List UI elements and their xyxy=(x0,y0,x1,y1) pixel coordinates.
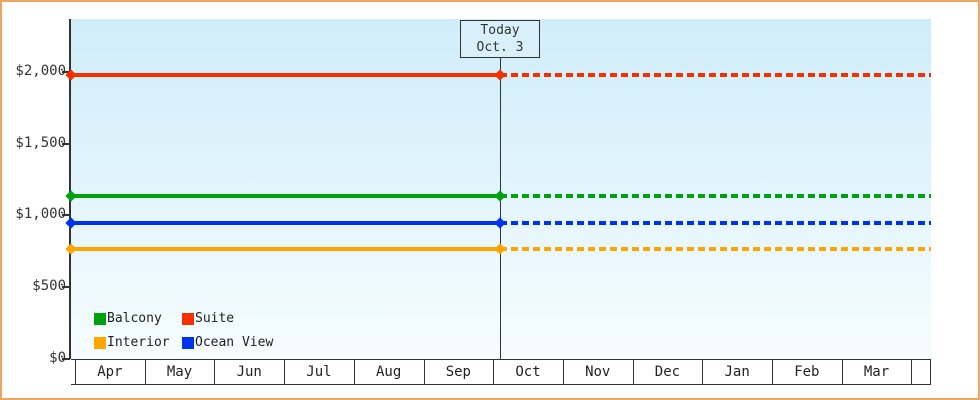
legend-item-interior: Interior xyxy=(94,335,182,350)
month-label-aug: Aug xyxy=(375,364,402,380)
month-label-jan: Jan xyxy=(724,364,750,380)
legend-item-balcony: Balcony xyxy=(94,311,182,326)
price-line-dashed-interior xyxy=(500,247,931,252)
month-cell-divider xyxy=(702,360,704,384)
month-cell-divider xyxy=(353,360,355,384)
legend-label: Ocean View xyxy=(195,335,274,350)
month-cell-divider xyxy=(632,360,634,384)
month-cell-divider xyxy=(841,360,843,384)
legend-label: Balcony xyxy=(107,311,162,326)
price-line-dashed-suite xyxy=(500,73,931,78)
month-label-jun: Jun xyxy=(236,364,262,380)
y-tick-mark xyxy=(62,70,70,73)
month-label-nov: Nov xyxy=(585,364,611,380)
month-cell-divider xyxy=(493,360,495,384)
today-annotation-line1: Today xyxy=(480,23,520,38)
month-label-mar: Mar xyxy=(863,364,890,380)
price-line-dashed-ocean-view xyxy=(500,220,931,225)
legend-swatch-icon xyxy=(182,312,194,325)
month-label-oct: Oct xyxy=(515,364,541,380)
legend-label: Interior xyxy=(107,335,170,350)
y-axis-line xyxy=(69,19,71,359)
legend-swatch-icon xyxy=(94,336,106,349)
y-tick-label: $500 xyxy=(32,278,66,295)
month-cell-divider xyxy=(214,360,216,384)
month-label-jul: Jul xyxy=(306,364,332,380)
legend-label: Suite xyxy=(195,311,235,326)
legend-swatch-icon xyxy=(182,336,194,349)
month-cell-divider xyxy=(772,360,773,384)
legend-item-ocean-view: Ocean View xyxy=(182,335,273,350)
y-tick-label: $0 xyxy=(49,350,66,366)
price-line-dashed-balcony xyxy=(500,194,931,199)
x-axis-month-band: Apr May Jun Jul Aug Sep Oct Nov Dec Jan Feb Mar xyxy=(71,359,931,385)
month-cell-divider xyxy=(144,360,146,384)
y-tick-label: $2,000 xyxy=(15,62,66,79)
month-label-may: May xyxy=(166,364,193,380)
month-cell-divider xyxy=(562,360,564,384)
month-label-sep: Sep xyxy=(445,364,471,380)
today-annotation: Today Oct. 3 xyxy=(460,20,540,58)
price-line-solid-balcony xyxy=(71,194,500,199)
y-tick-mark xyxy=(62,358,70,360)
y-tick-label: $1,000 xyxy=(15,206,66,223)
month-cell-divider xyxy=(284,360,286,384)
price-line-solid-interior xyxy=(71,247,500,252)
y-tick-label: $1,500 xyxy=(15,134,66,151)
month-label-dec: Dec xyxy=(654,364,681,380)
legend: Balcony Suite Interior Ocean View xyxy=(94,311,273,350)
month-cell-divider xyxy=(75,360,76,384)
legend-item-suite: Suite xyxy=(182,311,273,326)
today-vertical-line xyxy=(500,57,501,359)
y-tick-mark xyxy=(62,142,70,145)
y-tick-mark xyxy=(62,286,70,289)
month-label-feb: Feb xyxy=(794,364,820,380)
month-label-apr: Apr xyxy=(97,364,123,380)
y-tick-mark xyxy=(62,214,70,217)
price-line-solid-ocean-view xyxy=(71,220,500,225)
price-line-solid-suite xyxy=(71,73,500,78)
legend-swatch-icon xyxy=(94,312,106,325)
month-cell-divider xyxy=(423,360,425,384)
month-cell-divider xyxy=(911,360,913,384)
today-annotation-line2: Oct. 3 xyxy=(476,40,524,55)
